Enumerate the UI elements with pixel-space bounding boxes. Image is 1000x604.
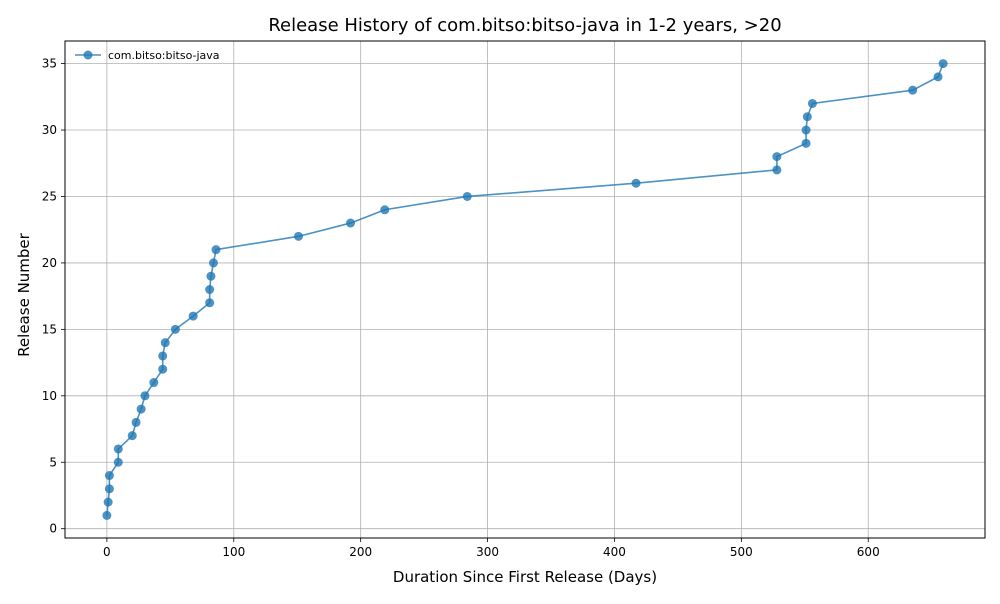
legend-series-label: com.bitso:bitso-java [108, 49, 220, 62]
data-point [158, 351, 168, 361]
x-axis-label: Duration Since First Release (Days) [393, 568, 657, 586]
y-axis-label: Release Number [15, 232, 33, 356]
data-point [103, 497, 113, 507]
data-point [908, 85, 918, 95]
data-point [801, 138, 811, 148]
x-tick-label: 100 [222, 545, 245, 559]
x-tick-label: 200 [349, 545, 372, 559]
y-tick-label: 25 [42, 189, 57, 203]
y-tick-label: 5 [49, 455, 57, 469]
data-point [160, 338, 170, 348]
x-tick-label: 400 [603, 545, 626, 559]
data-point [149, 378, 159, 388]
data-point [205, 298, 215, 308]
data-point [293, 231, 303, 241]
data-point [631, 178, 641, 188]
data-point [158, 364, 168, 374]
data-point [802, 112, 812, 122]
series-layer [102, 59, 948, 520]
data-point [208, 258, 218, 268]
data-point [772, 165, 782, 175]
data-point [104, 471, 114, 481]
x-tick-label: 500 [730, 545, 753, 559]
data-point [206, 271, 216, 281]
data-point [462, 191, 472, 201]
y-tick-label: 20 [42, 256, 57, 270]
data-point [807, 98, 817, 108]
y-tick-label: 15 [42, 322, 57, 336]
data-point [113, 457, 123, 467]
x-tick-label: 600 [857, 545, 880, 559]
y-tick-label: 10 [42, 389, 57, 403]
data-point [131, 417, 141, 427]
x-tick-label: 0 [103, 545, 111, 559]
data-point [104, 484, 114, 494]
legend: com.bitso:bitso-java [75, 49, 220, 62]
y-tick-label: 35 [42, 57, 57, 71]
chart-title: Release History of com.bitso:bitso-java … [268, 15, 781, 36]
data-point [170, 324, 180, 334]
series-line [106, 63, 944, 516]
data-point [938, 59, 948, 69]
plot-area-frame [64, 40, 986, 539]
axis-ticks: 0 100 200 300 400 500 600 0 5 10 15 20 25 30 35 [42, 57, 880, 559]
data-point [772, 152, 782, 162]
data-point [102, 510, 112, 520]
data-point [211, 245, 221, 255]
x-tick-label: 300 [476, 545, 499, 559]
y-tick-label: 30 [42, 123, 57, 137]
data-point [346, 218, 356, 228]
data-point [205, 285, 215, 294]
y-tick-label: 0 [49, 522, 57, 536]
data-point [380, 205, 390, 215]
data-point [140, 391, 150, 401]
data-point [136, 404, 146, 414]
data-point [188, 311, 198, 321]
data-point [801, 125, 811, 135]
data-point [113, 444, 123, 454]
data-point [933, 72, 943, 82]
legend-point-marker [83, 50, 93, 60]
data-point [127, 431, 137, 441]
grid-lines [65, 41, 985, 538]
